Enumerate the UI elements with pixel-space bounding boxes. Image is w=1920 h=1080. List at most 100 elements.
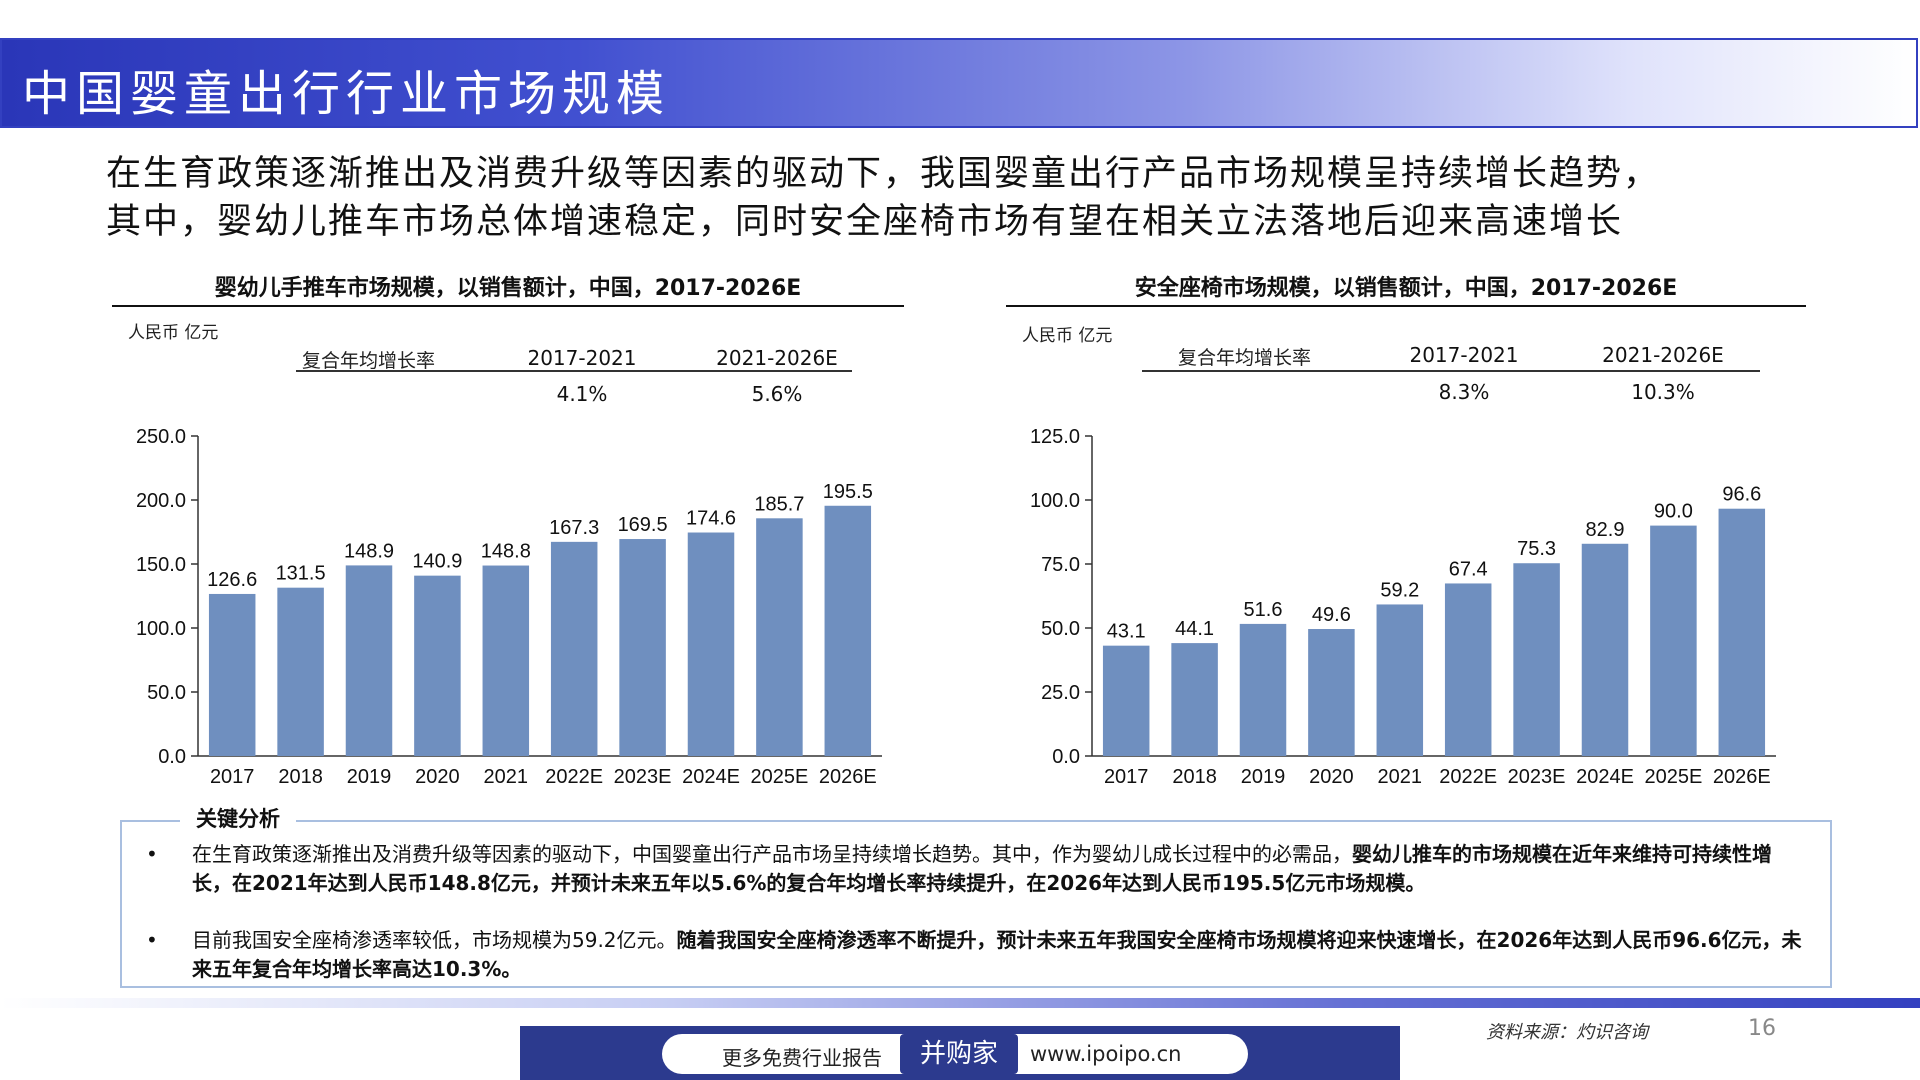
bullet-dot: • bbox=[146, 928, 158, 952]
chart-left-x-tick-label-2026E: 2026E bbox=[819, 766, 877, 788]
chart-right-unit: 人民币 亿元 bbox=[1022, 326, 1113, 346]
chart-left-unit: 人民币 亿元 bbox=[128, 323, 219, 343]
chart-right-x-tick-label-2026E: 2026E bbox=[1713, 766, 1771, 788]
bottom-band bbox=[0, 998, 1920, 1008]
chart-left-data-label-2020: 140.9 bbox=[412, 551, 462, 573]
analysis-item-2: • 目前我国安全座椅渗透率较低，市场规模为59.2亿元。随着我国安全座椅渗透率不… bbox=[140, 926, 1810, 984]
chart-left-bar-2025E bbox=[756, 518, 803, 756]
chart-right-data-label-2022E: 67.4 bbox=[1449, 558, 1488, 580]
chart-right-data-label-2020: 49.6 bbox=[1312, 604, 1351, 626]
chart-left-cagr-rule bbox=[296, 370, 852, 372]
intro-line-2: 其中，婴幼儿推车市场总体增速稳定，同时安全座椅市场有望在相关立法落地后迎来高速增… bbox=[106, 202, 1624, 242]
chart-right-bar-2026E bbox=[1718, 508, 1766, 756]
analysis-title: 关键分析 bbox=[180, 803, 296, 833]
chart-right-y-tick-label: 100.0 bbox=[1030, 490, 1080, 512]
chart-right-data-label-2019: 51.6 bbox=[1244, 599, 1283, 621]
chart-right-y-tick-label: 50.0 bbox=[1041, 618, 1080, 640]
chart-right-x-tick-label-2022E: 2022E bbox=[1439, 766, 1497, 788]
chart-left-cagr-period-2: 2021-2026E bbox=[716, 346, 838, 370]
chart-right-x-tick-label-2020: 2020 bbox=[1309, 766, 1354, 788]
chart-right-bar-2023E bbox=[1513, 563, 1560, 756]
chart-right-data-label-2023E: 75.3 bbox=[1517, 538, 1556, 560]
chart-left-title-rule bbox=[112, 305, 904, 307]
chart-right-data-label-2018: 44.1 bbox=[1175, 618, 1214, 640]
footer-more-reports[interactable]: 更多免费行业报告 bbox=[722, 1046, 882, 1070]
chart-left-x-tick-label-2023E: 2023E bbox=[614, 766, 672, 788]
title-bar: 中国婴童出行行业市场规模 bbox=[0, 38, 1918, 128]
chart-right-title: 安全座椅市场规模，以销售额计，中国，2017-2026E bbox=[1134, 276, 1678, 301]
chart-left-title: 婴幼儿手推车市场规模，以销售额计，中国，2017-2026E bbox=[214, 276, 802, 301]
chart-left-bar-2026E bbox=[824, 505, 872, 756]
chart-right-x-tick-label-2023E: 2023E bbox=[1508, 766, 1566, 788]
chart-left-y-tick-label: 250.0 bbox=[136, 426, 186, 448]
chart-right-y-tick-label: 25.0 bbox=[1041, 682, 1080, 704]
footer-brand-logo[interactable]: 并购家 bbox=[900, 1034, 1018, 1074]
chart-right-x-tick-label-2018: 2018 bbox=[1172, 766, 1217, 788]
chart-left-x-tick-label-2017: 2017 bbox=[210, 766, 255, 788]
chart-left-y-tick-label: 150.0 bbox=[136, 554, 186, 576]
analysis-box bbox=[120, 820, 1832, 988]
chart-left: 0.0 50.0 100.0 150.0 200.0 250.0 126.6 2017 131.… bbox=[136, 426, 882, 788]
chart-right-bar-2021 bbox=[1376, 604, 1424, 756]
chart-left-data-label-2023E: 169.5 bbox=[618, 514, 668, 536]
intro-line-1: 在生育政策逐渐推出及消费升级等因素的驱动下，我国婴童出行产品市场规模呈持续增长趋… bbox=[106, 154, 1661, 194]
chart-left-cagr-value-2: 5.6% bbox=[751, 382, 803, 406]
chart-left-data-label-2018: 131.5 bbox=[276, 563, 326, 585]
chart-right-y-tick-label: 75.0 bbox=[1041, 554, 1080, 576]
chart-left-cagr-period-1: 2017-2021 bbox=[527, 346, 637, 370]
chart-left-x-tick-label-2025E: 2025E bbox=[750, 766, 808, 788]
chart-left-bar-2019 bbox=[345, 565, 393, 756]
bullet-dot: • bbox=[146, 842, 158, 866]
footer-url-link[interactable]: www.ipoipo.cn bbox=[1030, 1042, 1182, 1066]
chart-left-bar-2017 bbox=[208, 593, 256, 756]
chart-right-cagr-value-1: 8.3% bbox=[1438, 380, 1490, 404]
chart-left-cagr-value-1: 4.1% bbox=[556, 382, 608, 406]
chart-right-data-label-2021: 59.2 bbox=[1380, 579, 1419, 601]
chart-right-bar-2025E bbox=[1650, 525, 1697, 756]
analysis-item-1: • 在生育政策逐渐推出及消费升级等因素的驱动下，中国婴童出行产品市场呈持续增长趋… bbox=[140, 840, 1810, 898]
chart-left-bar-2024E bbox=[687, 532, 735, 756]
chart-right-x-tick-label-2025E: 2025E bbox=[1644, 766, 1702, 788]
analysis-item-1-bold: 婴幼儿推车的市场规模在近年来维持可持续性增长，在2021年达到人民币148.8亿… bbox=[192, 842, 1772, 895]
chart-left-y-tick-label: 100.0 bbox=[136, 618, 186, 640]
chart-right-x-tick-label-2021: 2021 bbox=[1378, 766, 1423, 788]
chart-left-data-label-2021: 148.8 bbox=[481, 541, 531, 563]
chart-right-data-label-2024E: 82.9 bbox=[1586, 519, 1625, 541]
chart-left-data-label-2026E: 195.5 bbox=[823, 481, 873, 503]
analysis-item-1-normal: 在生育政策逐渐推出及消费升级等因素的驱动下，中国婴童出行产品市场呈持续增长趋势。… bbox=[192, 842, 1352, 866]
chart-left-x-tick-label-2024E: 2024E bbox=[682, 766, 740, 788]
chart-left-x-tick-label-2022E: 2022E bbox=[545, 766, 603, 788]
chart-right-cagr-label: 复合年均增长率 bbox=[1178, 347, 1312, 369]
chart-left-bar-2018 bbox=[277, 587, 324, 756]
analysis-item-2-normal: 目前我国安全座椅渗透率较低，市场规模为59.2亿元。 bbox=[192, 928, 677, 952]
chart-left-y-tick-label: 50.0 bbox=[147, 682, 186, 704]
chart-right-y-tick-label: 0.0 bbox=[1052, 746, 1080, 768]
chart-right-x-tick-label-2019: 2019 bbox=[1241, 766, 1286, 788]
chart-left-x-tick-label-2020: 2020 bbox=[415, 766, 460, 788]
analysis-item-2-bold: 随着我国安全座椅渗透率不断提升，预计未来五年我国安全座椅市场规模将迎来快速增长，… bbox=[192, 928, 1802, 981]
chart-right-x-tick-label-2017: 2017 bbox=[1104, 766, 1149, 788]
chart-left-data-label-2022E: 167.3 bbox=[549, 517, 599, 539]
chart-right-bar-2024E bbox=[1581, 543, 1629, 756]
chart-left-y-tick-label: 200.0 bbox=[136, 490, 186, 512]
chart-left-y-tick-label: 0.0 bbox=[158, 746, 186, 768]
chart-right-title-rule bbox=[1006, 305, 1806, 307]
chart-right-cagr-value-2: 10.3% bbox=[1631, 380, 1695, 404]
page-title: 中国婴童出行行业市场规模 bbox=[22, 66, 671, 122]
chart-right-bar-2017 bbox=[1102, 645, 1150, 756]
chart-left-x-tick-label-2021: 2021 bbox=[484, 766, 529, 788]
chart-left-x-tick-label-2019: 2019 bbox=[347, 766, 392, 788]
chart-right-bar-2020 bbox=[1308, 629, 1355, 756]
chart-right-data-label-2026E: 96.6 bbox=[1722, 484, 1761, 506]
chart-right: 0.0 25.0 50.0 75.0 100.0 125.0 43.1 2017 44.1 201… bbox=[1030, 426, 1776, 788]
chart-right-y-tick-label: 125.0 bbox=[1030, 426, 1080, 448]
chart-left-bar-2021 bbox=[482, 565, 530, 756]
chart-left-bar-2023E bbox=[619, 539, 666, 756]
source-note: 资料来源：灼识咨询 bbox=[1486, 1022, 1648, 1043]
chart-left-data-label-2019: 148.9 bbox=[344, 540, 394, 562]
chart-left-bar-2020 bbox=[414, 575, 461, 756]
chart-right-bar-2018 bbox=[1171, 643, 1218, 756]
chart-right-data-label-2017: 43.1 bbox=[1107, 621, 1146, 643]
chart-left-data-label-2024E: 174.6 bbox=[686, 508, 736, 530]
intro-text: 在生育政策逐渐推出及消费升级等因素的驱动下，我国婴童出行产品市场规模呈持续增长趋… bbox=[106, 150, 1826, 246]
